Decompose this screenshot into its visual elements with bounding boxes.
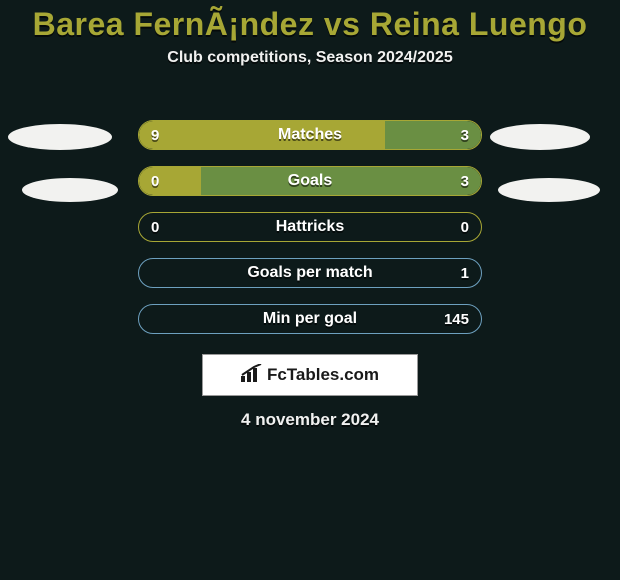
player-left-avatar-1 bbox=[8, 124, 112, 150]
stat-label: Goals per match bbox=[139, 259, 481, 287]
stat-fill-left bbox=[139, 121, 385, 149]
player-right-avatar-1 bbox=[490, 124, 590, 150]
stat-value-left: 0 bbox=[151, 213, 159, 241]
stat-row: Min per goal145 bbox=[138, 304, 482, 334]
credit-box: FcTables.com bbox=[202, 354, 418, 396]
stat-fill-right bbox=[385, 121, 481, 149]
stat-value-right: 145 bbox=[444, 305, 469, 333]
credit-logo-icon bbox=[241, 364, 263, 387]
stat-label: Hattricks bbox=[139, 213, 481, 241]
subtitle: Club competitions, Season 2024/2025 bbox=[0, 49, 620, 67]
credit-text: FcTables.com bbox=[267, 365, 379, 385]
stat-row: Goals per match1 bbox=[138, 258, 482, 288]
stat-fill-left bbox=[139, 167, 201, 195]
comparison-card: Barea FernÃ¡ndez vs Reina Luengo Club co… bbox=[0, 0, 620, 580]
date-label: 4 november 2024 bbox=[0, 410, 620, 430]
stat-row: Goals03 bbox=[138, 166, 482, 196]
stat-row: Hattricks0 0 bbox=[138, 212, 482, 242]
stat-value-right: 1 bbox=[461, 259, 469, 287]
stat-value-right: 0 bbox=[461, 213, 469, 241]
stat-fill-right bbox=[201, 167, 481, 195]
stat-label: Min per goal bbox=[139, 305, 481, 333]
page-title: Barea FernÃ¡ndez vs Reina Luengo bbox=[0, 0, 620, 43]
stats-panel: Matches93 Goals03 Hattricks0 0 Goals per mat… bbox=[138, 120, 482, 350]
player-right-avatar-2 bbox=[498, 178, 600, 202]
player-left-avatar-2 bbox=[22, 178, 118, 202]
stat-row: Matches93 bbox=[138, 120, 482, 150]
